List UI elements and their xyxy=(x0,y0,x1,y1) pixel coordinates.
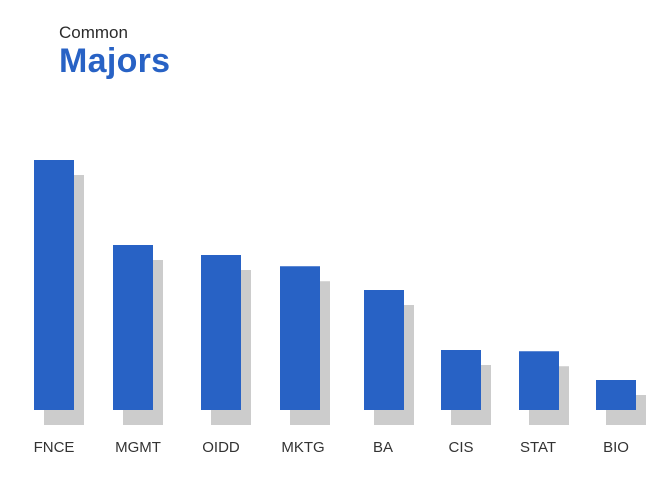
bar-fnce xyxy=(34,160,74,410)
bar-ba xyxy=(364,290,404,410)
bar-stat xyxy=(519,351,559,410)
x-tick-labels: FNCE MGMT OIDD MKTG BA CIS STAT BIO xyxy=(34,439,629,456)
bar-mktg xyxy=(280,266,320,410)
x-tick-label-bio: BIO xyxy=(603,439,629,456)
x-tick-label-ba: BA xyxy=(373,439,393,456)
x-tick-label-cis: CIS xyxy=(448,439,473,456)
bar-bio xyxy=(596,380,636,410)
chart-title-block: Common Majors xyxy=(59,22,170,80)
x-tick-label-stat: STAT xyxy=(520,439,556,456)
chart-title: Majors xyxy=(59,42,171,80)
bar-mgmt xyxy=(113,245,153,410)
x-tick-label-fnce: FNCE xyxy=(34,439,75,456)
x-tick-label-oidd: OIDD xyxy=(202,439,240,456)
bar-cis xyxy=(441,350,481,410)
x-tick-label-mktg: MKTG xyxy=(281,439,324,456)
chart-subtitle: Common xyxy=(59,23,128,42)
bar-oidd xyxy=(201,255,241,410)
bars xyxy=(34,160,636,410)
x-tick-label-mgmt: MGMT xyxy=(115,439,161,456)
